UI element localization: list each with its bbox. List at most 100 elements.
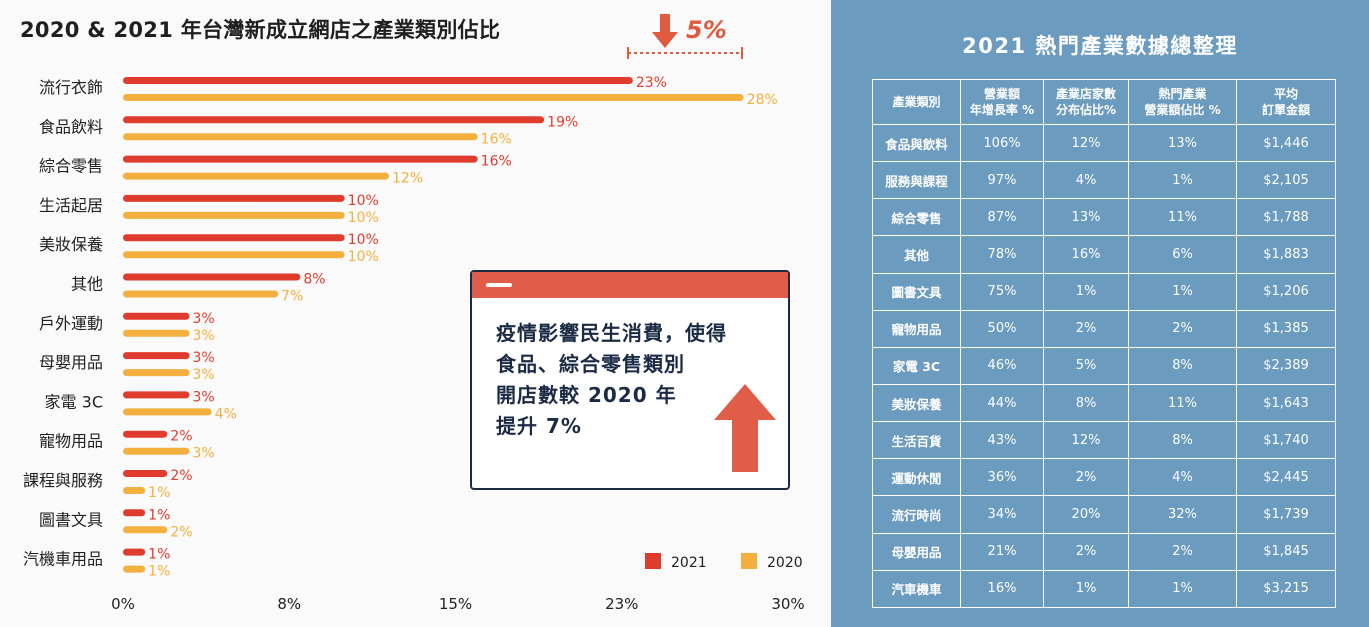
chart-panel: 2020 & 2021 年台灣新成立網店之產業類別佔比 5% 流行衣飾 23% 28… bbox=[20, 14, 805, 613]
x-tick-label: 0% bbox=[111, 595, 135, 613]
row-category-cell: 寵物用品 bbox=[872, 309, 961, 348]
bar-2020 bbox=[123, 329, 190, 337]
column-header: 產業類別 bbox=[872, 79, 961, 125]
callout-box: 疫情影響民生消費，使得 食品、綜合零售類別 開店數較 2020 年 提升 7% bbox=[470, 270, 790, 490]
table-cell: 5% bbox=[1043, 346, 1129, 385]
table-row: 綜合零售 87% 13% 11% $1,788 bbox=[872, 198, 1336, 237]
table-cell: 12% bbox=[1043, 123, 1129, 163]
table-cell: 1% bbox=[1128, 569, 1237, 609]
value-label-2020: 1% bbox=[148, 485, 170, 501]
table-cell: 2% bbox=[1128, 309, 1237, 348]
bar-2020 bbox=[123, 172, 389, 180]
table-cell: 44% bbox=[960, 383, 1044, 423]
table-row: 圖書文具 75% 1% 1% $1,206 bbox=[872, 272, 1336, 311]
value-label-2021: 3% bbox=[193, 350, 215, 366]
value-label-2020: 3% bbox=[193, 446, 215, 462]
bar-2020 bbox=[123, 94, 744, 101]
table-row: 美妝保養 44% 8% 11% $1,643 bbox=[872, 383, 1336, 423]
table-row: 流行時尚 34% 20% 32% $1,739 bbox=[872, 495, 1336, 534]
x-tick-label: 8% bbox=[277, 595, 301, 613]
row-category-cell: 其他 bbox=[872, 235, 961, 274]
value-label-2020: 2% bbox=[170, 524, 192, 540]
category-label: 戶外運動 bbox=[39, 314, 103, 333]
value-label-2021: 2% bbox=[170, 429, 192, 445]
table-cell: 78% bbox=[960, 235, 1044, 274]
row-category-cell: 生活百貨 bbox=[872, 421, 961, 460]
value-label-2020: 3% bbox=[193, 328, 215, 344]
table-cell: $1,385 bbox=[1236, 309, 1336, 348]
table-cell: $1,643 bbox=[1236, 383, 1336, 423]
value-label-2021: 2% bbox=[170, 468, 192, 484]
table-cell: 12% bbox=[1043, 421, 1129, 460]
bar-2021 bbox=[123, 273, 301, 281]
bar-2021 bbox=[123, 391, 190, 399]
table-cell: 8% bbox=[1043, 383, 1129, 423]
bar-2021 bbox=[123, 312, 190, 320]
x-tick-label: 23% bbox=[605, 595, 638, 613]
table-cell: 2% bbox=[1043, 309, 1129, 348]
value-label-2020: 3% bbox=[193, 367, 215, 383]
table-cell: 8% bbox=[1128, 421, 1237, 460]
table-row: 其他 78% 16% 6% $1,883 bbox=[872, 235, 1336, 274]
minimize-dash-icon bbox=[486, 283, 512, 287]
value-label-2021: 10% bbox=[348, 193, 379, 209]
table-title: 2021 熱門產業數據總整理 bbox=[962, 34, 1238, 58]
table-cell: 1% bbox=[1128, 161, 1237, 200]
value-label-2020: 1% bbox=[148, 564, 170, 580]
value-label-2020: 10% bbox=[348, 210, 379, 226]
column-header: 平均 訂單金額 bbox=[1236, 79, 1336, 125]
bar-2020 bbox=[123, 369, 190, 377]
legend-label-2021: 2021 bbox=[671, 555, 707, 571]
x-tick-label: 30% bbox=[771, 595, 804, 613]
row-category-cell: 圖書文具 bbox=[872, 272, 961, 311]
table-row: 汽車機車 16% 1% 1% $3,215 bbox=[872, 569, 1336, 609]
table-cell: 2% bbox=[1043, 458, 1129, 497]
callout-header bbox=[472, 272, 788, 298]
value-label-2021: 3% bbox=[193, 389, 215, 405]
table-cell: $1,845 bbox=[1236, 532, 1336, 571]
category-label: 生活起居 bbox=[39, 196, 103, 215]
column-header: 熱門產業 營業額佔比 % bbox=[1128, 79, 1237, 125]
table-cell: $2,445 bbox=[1236, 458, 1336, 497]
category-label: 圖書文具 bbox=[39, 510, 103, 529]
table-cell: $1,740 bbox=[1236, 421, 1336, 460]
table-cell: 16% bbox=[1043, 235, 1129, 274]
value-label-2021: 23% bbox=[636, 75, 667, 91]
category-label: 綜合零售 bbox=[39, 157, 103, 176]
category-label: 流行衣飾 bbox=[39, 78, 103, 97]
table-cell: 50% bbox=[960, 309, 1044, 348]
value-label-2021: 8% bbox=[303, 272, 325, 288]
table-cell: 8% bbox=[1128, 346, 1237, 385]
value-label-2021: 1% bbox=[148, 547, 170, 563]
value-label-2021: 3% bbox=[193, 311, 215, 327]
table-cell: 32% bbox=[1128, 495, 1237, 534]
bar-2020 bbox=[123, 251, 345, 259]
table-cell: 2% bbox=[1128, 532, 1237, 571]
row-category-cell: 美妝保養 bbox=[872, 383, 961, 423]
table-cell: 6% bbox=[1128, 235, 1237, 274]
table-cell: 1% bbox=[1128, 272, 1237, 311]
table-cell: 75% bbox=[960, 272, 1044, 311]
bar-2021 bbox=[123, 470, 168, 477]
table-cell: 36% bbox=[960, 458, 1044, 497]
table-row: 寵物用品 50% 2% 2% $1,385 bbox=[872, 309, 1336, 348]
row-category-cell: 運動休閒 bbox=[872, 458, 961, 497]
value-label-2021: 1% bbox=[148, 507, 170, 523]
down-arrow-icon bbox=[627, 14, 743, 59]
up-arrow-icon bbox=[714, 384, 776, 472]
table-cell: 16% bbox=[960, 569, 1044, 609]
row-category-cell: 母嬰用品 bbox=[872, 532, 961, 571]
value-label-2021: 16% bbox=[481, 154, 512, 170]
bar-2021 bbox=[123, 155, 478, 163]
bar-2020 bbox=[123, 526, 168, 534]
bar-2020 bbox=[123, 211, 345, 219]
category-label: 汽機車用品 bbox=[23, 550, 103, 569]
category-label: 其他 bbox=[71, 275, 103, 294]
category-label: 課程與服務 bbox=[23, 471, 103, 490]
table-cell: $2,389 bbox=[1236, 346, 1336, 385]
column-header: 營業額 年增長率 % bbox=[960, 79, 1044, 125]
table-cell: 34% bbox=[960, 495, 1044, 534]
table-row: 母嬰用品 21% 2% 2% $1,845 bbox=[872, 532, 1336, 571]
bar-2020 bbox=[123, 565, 146, 573]
column-header: 產業店家數 分布佔比% bbox=[1043, 79, 1129, 125]
